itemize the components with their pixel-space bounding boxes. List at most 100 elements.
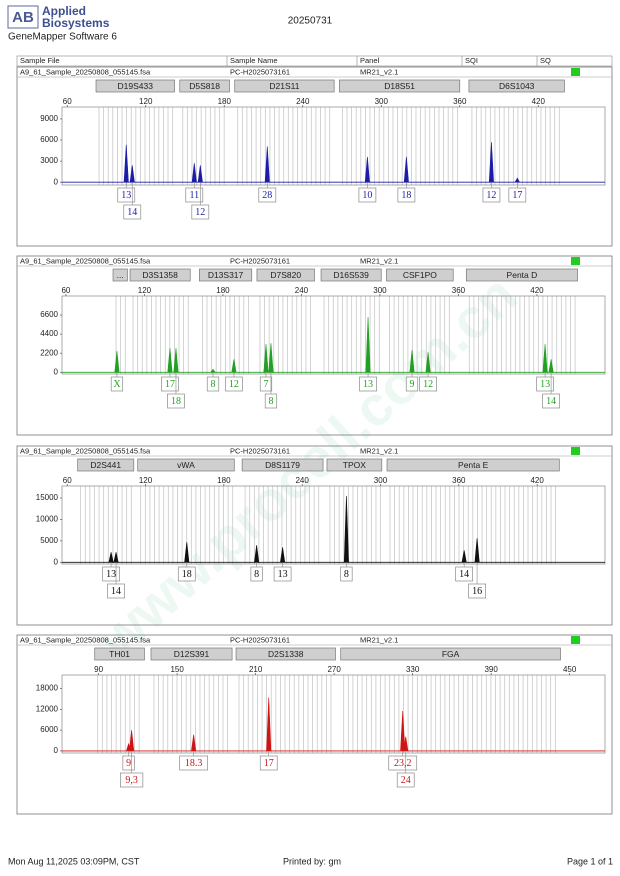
plot-area <box>61 674 606 754</box>
allele-label: 16 <box>472 586 482 597</box>
allele-label-box <box>191 204 210 220</box>
allele-label-box <box>225 376 243 392</box>
column-label: SQ <box>540 56 551 65</box>
x-tick-label: 180 <box>217 476 231 485</box>
y-tick-label: 10000 <box>36 515 59 524</box>
marker-box <box>150 647 233 661</box>
allele-label-box <box>397 187 416 203</box>
report-date: 20250731 <box>288 16 333 27</box>
peak <box>123 144 129 183</box>
logo-text: Applied <box>42 4 86 18</box>
panel-name: MR21_v2.1 <box>360 635 398 644</box>
y-tick-label: 6000 <box>40 725 58 734</box>
x-tick-label: 240 <box>296 97 310 106</box>
allele-label: 18 <box>401 190 411 201</box>
marker-name: D12S391 <box>174 649 210 659</box>
y-tick-label: 18000 <box>36 684 59 693</box>
marker-box <box>95 79 175 93</box>
marker-name: ... <box>117 270 124 280</box>
column-label: SQI <box>465 56 478 65</box>
footer-page: Page 1 of 1 <box>567 856 613 866</box>
peak <box>403 156 409 183</box>
panel-name: MR21_v2.1 <box>360 256 398 265</box>
allele-label: 9 <box>126 758 131 769</box>
marker-box <box>234 79 335 93</box>
y-tick-label: 3000 <box>40 156 58 165</box>
column-label: Sample Name <box>230 56 278 65</box>
allele-label: 11 <box>189 190 199 201</box>
allele-label: 10 <box>362 190 372 201</box>
allele-label: 17 <box>165 379 175 390</box>
logo-text: Biosystems <box>42 16 110 30</box>
allele-label: 23,2 <box>394 758 412 769</box>
panel-box <box>16 66 613 247</box>
x-tick-label: 60 <box>61 286 70 295</box>
marker-box <box>112 268 128 282</box>
allele-label: 17 <box>264 758 274 769</box>
x-tick-label: 360 <box>453 97 467 106</box>
allele-label-box <box>396 772 415 788</box>
peak <box>461 550 467 563</box>
allele-label: 13 <box>106 569 116 580</box>
peak <box>191 163 197 183</box>
allele-label-box <box>117 187 136 203</box>
x-tick-label: 300 <box>373 286 387 295</box>
allele-label: 13 <box>363 379 373 390</box>
allele-label-box <box>536 376 554 392</box>
marker-name: D18S51 <box>384 81 415 91</box>
footer-user: Printed by: gm <box>283 856 341 866</box>
marker-box <box>468 79 565 93</box>
sample-file: A9_61_Sample_20250808_055145.fsa <box>20 446 151 455</box>
allele-label: 12 <box>423 379 433 390</box>
plot-area <box>61 485 606 565</box>
allele-label: 14 <box>127 207 137 218</box>
x-tick-label: 360 <box>452 286 466 295</box>
marker-box <box>340 647 561 661</box>
peak <box>365 317 371 373</box>
marker-box <box>94 647 145 661</box>
allele-label-box <box>102 566 120 582</box>
marker-box <box>199 268 253 282</box>
marker-box <box>386 268 454 282</box>
y-tick-label: 6600 <box>40 310 58 319</box>
allele-label: 18.3 <box>185 758 203 769</box>
x-tick-label: 210 <box>249 665 263 674</box>
allele-label-box <box>455 566 474 582</box>
allele-label-box <box>405 376 419 392</box>
y-tick-label: 0 <box>54 557 59 566</box>
allele-label: 8 <box>254 569 259 580</box>
sample-name: PC-H2025073161 <box>230 446 290 455</box>
sample-name: PC-H2025073161 <box>230 67 290 76</box>
x-tick-label: 90 <box>94 665 103 674</box>
allele-label: 12 <box>486 190 496 201</box>
allele-label: 14 <box>546 396 556 407</box>
allele-label-box <box>340 566 353 582</box>
marker-name: D8S1179 <box>265 460 300 470</box>
peak <box>514 177 521 183</box>
allele-label: 9 <box>410 379 415 390</box>
x-tick-label: 60 <box>63 476 72 485</box>
marker-box <box>77 458 135 472</box>
marker-box <box>320 268 382 282</box>
allele-label: 8 <box>344 569 349 580</box>
marker-name: FGA <box>442 649 460 659</box>
column-header <box>16 55 613 67</box>
marker-name: D5S818 <box>189 81 220 91</box>
allele-label: 8 <box>210 379 215 390</box>
peak <box>364 156 370 183</box>
logo-box <box>7 5 39 29</box>
allele-label-box <box>359 376 377 392</box>
column-label: Sample File <box>20 56 60 65</box>
column-label: Panel <box>360 56 380 65</box>
x-tick-label: 240 <box>295 286 309 295</box>
quality-flag <box>571 447 580 455</box>
allele-label: 18 <box>171 396 181 407</box>
software-name: GeneMapper Software 6 <box>8 32 117 43</box>
allele-label-box <box>122 755 135 771</box>
allele-label-box <box>358 187 377 203</box>
allele-label-box <box>110 376 124 392</box>
allele-label-box <box>177 566 196 582</box>
peak <box>231 359 237 373</box>
x-tick-label: 420 <box>530 476 544 485</box>
marker-name: D6S1043 <box>499 81 535 91</box>
